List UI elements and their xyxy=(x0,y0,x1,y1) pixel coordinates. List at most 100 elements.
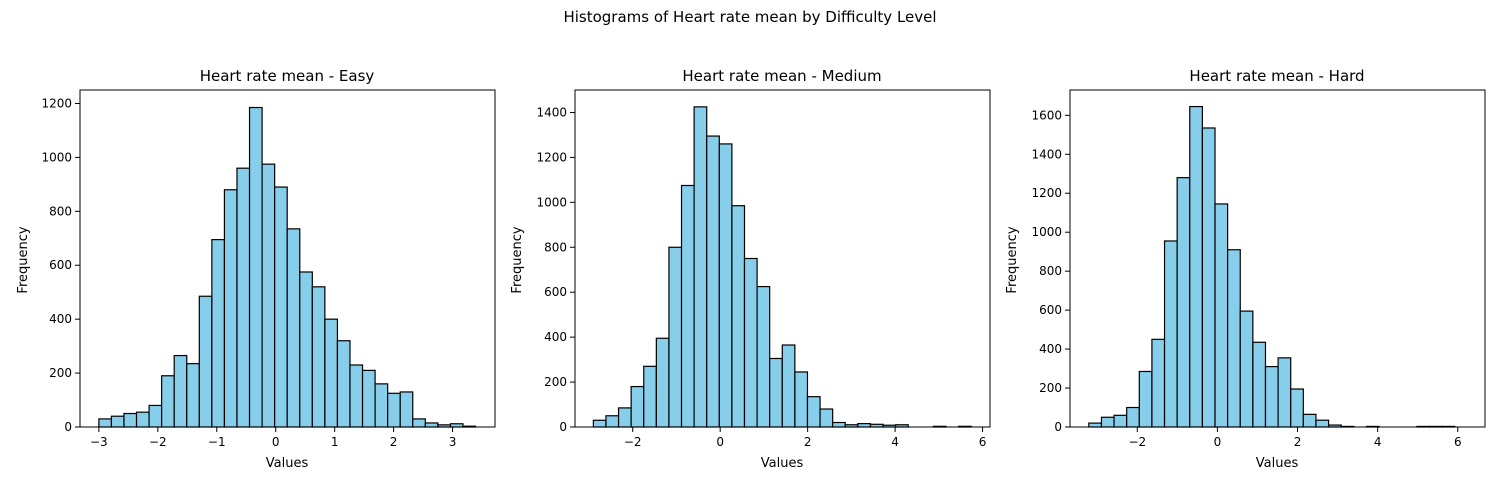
x-tick-label: −2 xyxy=(149,435,167,449)
x-tick-label: 2 xyxy=(390,435,398,449)
histogram-bar xyxy=(311,286,326,428)
y-tick-label: 600 xyxy=(544,285,567,299)
histogram-bar xyxy=(781,344,796,428)
x-axis-label: Values xyxy=(266,456,309,471)
y-tick-label: 400 xyxy=(49,312,72,326)
histogram-bar xyxy=(387,392,401,428)
histogram-bar xyxy=(1214,203,1229,428)
y-tick-label: 0 xyxy=(559,420,567,434)
histogram-bar xyxy=(857,423,872,428)
histogram-bar xyxy=(223,189,238,428)
y-tick-label: 200 xyxy=(1039,381,1062,395)
histogram-bar xyxy=(361,369,376,428)
histogram-bar xyxy=(1239,310,1254,428)
x-tick-label: 2 xyxy=(1294,435,1302,449)
histogram-bar xyxy=(161,375,175,428)
histogram-bar xyxy=(617,407,632,428)
histogram-bars xyxy=(98,106,477,428)
histogram-bar xyxy=(1113,414,1128,428)
histogram-bar xyxy=(592,419,607,428)
histogram-bar xyxy=(1201,127,1216,428)
y-tick-label: 1200 xyxy=(536,150,567,164)
histogram-bar xyxy=(424,422,439,428)
panel-title: Heart rate mean - Medium xyxy=(682,67,881,85)
x-tick-label: 0 xyxy=(716,435,724,449)
histogram-panel-easy: Heart rate mean - Easy Values Frequency … xyxy=(16,67,496,471)
y-tick-label: 200 xyxy=(49,366,72,380)
histogram-bar xyxy=(680,184,695,428)
y-tick-label: 400 xyxy=(544,330,567,344)
histogram-bar xyxy=(1163,240,1178,428)
histogram-bar xyxy=(198,295,213,428)
histogram-bar xyxy=(412,418,426,428)
histogram-bars xyxy=(592,106,972,428)
histogram-bar xyxy=(211,239,226,428)
y-tick-label: 1400 xyxy=(536,105,567,119)
histogram-bar xyxy=(1290,388,1304,428)
histogram-bar xyxy=(324,318,339,428)
histogram-bar xyxy=(794,371,809,428)
y-axis-label: Frequency xyxy=(510,226,525,293)
y-tick-label: 400 xyxy=(1039,342,1062,356)
histogram-bar xyxy=(374,383,389,428)
histogram-bar xyxy=(718,143,733,428)
histogram-bar xyxy=(668,246,683,428)
axes-frame xyxy=(1069,89,1486,428)
histogram-bar xyxy=(832,421,846,428)
panel-title: Heart rate mean - Easy xyxy=(200,67,375,85)
x-axis-label: Values xyxy=(1256,456,1299,471)
histogram-bar xyxy=(1151,338,1166,428)
x-tick-label: 0 xyxy=(272,435,280,449)
y-tick-label: 600 xyxy=(1039,303,1062,317)
histogram-bar xyxy=(769,357,783,428)
histogram-bar xyxy=(1176,177,1191,428)
histogram-bar xyxy=(756,285,771,428)
histogram-bar xyxy=(806,396,821,428)
histogram-bar xyxy=(399,391,414,428)
histogram-bar xyxy=(1315,419,1330,428)
y-tick-label: 800 xyxy=(1039,264,1062,278)
x-tick-label: −1 xyxy=(208,435,226,449)
y-tick-label: 1600 xyxy=(1031,108,1062,122)
histogram-bar xyxy=(1126,406,1140,428)
histogram-bar xyxy=(655,337,670,428)
histogram-bar xyxy=(731,205,746,428)
y-tick-label: 1400 xyxy=(1031,147,1062,161)
histogram-bar xyxy=(605,415,620,428)
y-tick-label: 1000 xyxy=(41,150,72,164)
histogram-bar xyxy=(1227,249,1241,428)
histogram-bar xyxy=(1138,370,1153,428)
histogram-bar xyxy=(349,364,364,428)
histogram-bar xyxy=(1252,341,1267,428)
histogram-bar xyxy=(706,135,720,428)
x-tick-label: −2 xyxy=(1128,435,1146,449)
y-tick-label: 200 xyxy=(544,375,567,389)
x-tick-label: −2 xyxy=(624,435,642,449)
x-tick-label: 1 xyxy=(331,435,339,449)
histogram-bar xyxy=(186,363,200,428)
histogram-bar xyxy=(98,418,113,428)
y-axis-label: Frequency xyxy=(16,226,31,293)
histogram-bar xyxy=(1277,357,1292,428)
y-tick-label: 600 xyxy=(49,258,72,272)
x-axis-label: Values xyxy=(761,456,804,471)
histogram-bar xyxy=(110,415,125,428)
histogram-bar xyxy=(1264,366,1279,428)
y-tick-label: 1000 xyxy=(536,195,567,209)
histogram-bar xyxy=(643,365,657,428)
histogram-panel-medium: Heart rate mean - Medium Values Frequenc… xyxy=(510,67,991,471)
y-tick-label: 1200 xyxy=(1031,186,1062,200)
histogram-bar xyxy=(173,354,188,428)
histogram-bar xyxy=(1100,416,1115,428)
y-tick-label: 1200 xyxy=(41,96,72,110)
x-tick-label: 6 xyxy=(979,435,987,449)
histogram-bar xyxy=(336,340,351,428)
x-tick-label: −3 xyxy=(90,435,108,449)
axes-frame xyxy=(79,89,496,428)
histogram-bar xyxy=(1302,413,1317,428)
x-tick-label: 4 xyxy=(1374,435,1382,449)
histogram-bar xyxy=(236,167,251,428)
histogram-panel-hard: Heart rate mean - Hard Values Frequency … xyxy=(1005,67,1486,471)
y-tick-label: 800 xyxy=(544,240,567,254)
figure-suptitle: Histograms of Heart rate mean by Difficu… xyxy=(563,8,936,26)
